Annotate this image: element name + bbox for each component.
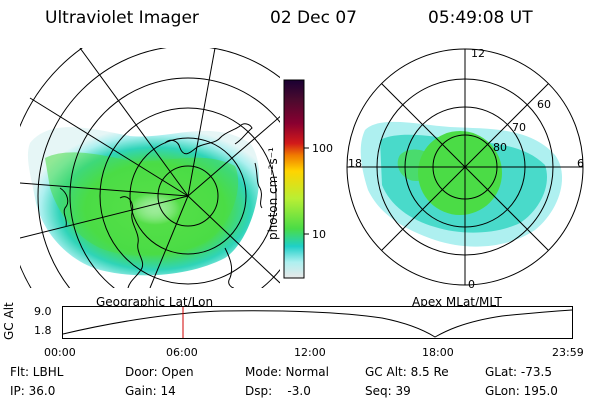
mlt-label-18: 18 [348,157,362,170]
status-door: Door: Open [125,365,194,379]
magnetic-polar-plot [346,48,584,286]
time-label: 05:49:08 UT [428,8,533,28]
geographic-map [20,48,280,288]
mlat-label-60: 60 [537,98,551,111]
status-filter: Flt: LBHL [10,365,64,379]
colorbar-unit-label: photon cm⁻²s⁻¹ [266,147,280,240]
mlt-label-0: 0 [468,278,475,291]
orbit-altitude-plot [62,306,573,339]
orbit-ytick-1.8: 1.8 [34,324,52,337]
mlat-label-70: 70 [512,121,526,134]
mlt-label-12: 12 [471,47,485,60]
mlat-label-80: 80 [493,141,507,154]
status-gain: Gain: 14 [125,384,176,398]
colorbar-tick-10: 10 [312,228,326,241]
right-panel-caption: Apex MLat/MLT [412,295,502,309]
orbit-xtick-1800: 18:00 [422,346,454,359]
orbit-xtick-1200: 12:00 [294,346,326,359]
left-panel-caption: Geographic Lat/Lon [96,295,214,309]
instrument-title: Ultraviolet Imager [45,8,199,28]
status-dsp: Dsp: -3.0 [245,384,311,398]
orbit-ytick-9: 9.0 [34,305,52,318]
orbit-xtick-0000: 00:00 [44,346,76,359]
mlt-label-6: 6 [577,157,584,170]
status-mode: Mode: Normal [245,365,329,379]
status-glat: GLat: -73.5 [485,365,552,379]
status-gc-alt: GC Alt: 8.5 Re [365,365,449,379]
status-seq: Seq: 39 [365,384,411,398]
orbit-xtick-0600: 06:00 [166,346,198,359]
orbit-xtick-2359: 23:59 [552,346,584,359]
status-ip: IP: 36.0 [10,384,56,398]
status-glon: GLon: 195.0 [485,384,558,398]
date-label: 02 Dec 07 [270,8,357,28]
orbit-ylabel: GC Alt [2,302,16,340]
colorbar [283,79,309,279]
colorbar-tick-100: 100 [312,142,333,155]
